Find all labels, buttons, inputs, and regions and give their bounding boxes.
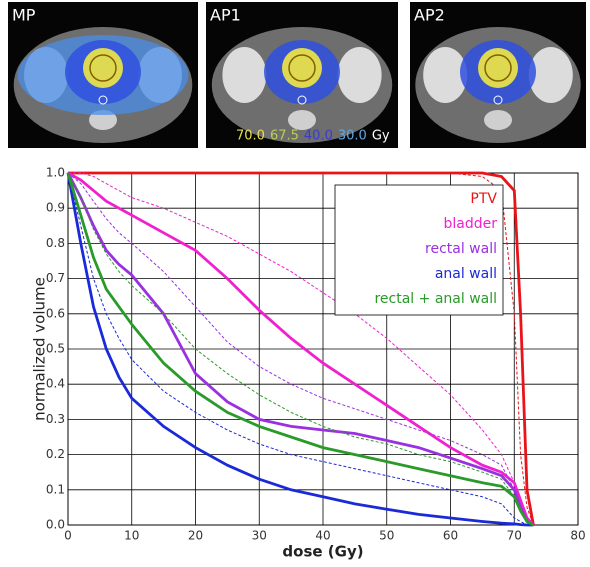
dose-legend-label: 40.0 bbox=[304, 129, 333, 144]
x-axis-title: dose (Gy) bbox=[282, 543, 363, 561]
x-tick-label: 60 bbox=[443, 529, 458, 543]
legend-label: rectal wall bbox=[425, 241, 497, 257]
y-tick-label: 0.4 bbox=[46, 377, 65, 391]
legend: PTV bladder rectal wall anal wall rectal + a… bbox=[335, 185, 503, 315]
y-tick-label: 0.8 bbox=[46, 236, 65, 250]
y-tick-label: 1.0 bbox=[46, 166, 65, 180]
ct-bone bbox=[222, 47, 266, 103]
ct-panel: MP bbox=[8, 2, 198, 148]
ct-panel: AP1 bbox=[206, 2, 398, 148]
legend-label: rectal + anal wall bbox=[374, 291, 497, 307]
x-tick-label: 50 bbox=[379, 529, 394, 543]
x-tick-label: 80 bbox=[570, 529, 585, 543]
x-tick-label: 70 bbox=[507, 529, 522, 543]
legend-label: anal wall bbox=[435, 266, 497, 282]
panel-label: AP2 bbox=[414, 6, 445, 25]
y-tick-label: 0.9 bbox=[46, 201, 65, 215]
ct-bone bbox=[288, 110, 316, 130]
dose-70 bbox=[282, 48, 322, 88]
dose-legend-label: 67.5 bbox=[270, 129, 299, 144]
y-tick-label: 0.6 bbox=[46, 306, 65, 320]
y-tick-label: 0.0 bbox=[46, 518, 65, 532]
legend-label: bladder bbox=[444, 216, 498, 232]
x-tick-label: 0 bbox=[64, 529, 72, 543]
dose-legend-label: 30.0 bbox=[338, 129, 367, 144]
ct-bone bbox=[484, 110, 512, 130]
y-tick-label: 0.2 bbox=[46, 447, 65, 461]
y-tick-label: 0.5 bbox=[46, 342, 65, 356]
ct-bone bbox=[338, 47, 382, 103]
panel-label: AP1 bbox=[210, 6, 241, 25]
dose-legend-label: 70.0 bbox=[236, 129, 265, 144]
y-axis-title: normalized volume bbox=[31, 277, 49, 421]
page: {"panels": ["MP", "AP1", "AP2"], "dose_l… bbox=[0, 0, 590, 563]
x-tick-label: 30 bbox=[252, 529, 267, 543]
x-tick-label: 20 bbox=[188, 529, 203, 543]
legend-label: PTV bbox=[470, 191, 497, 207]
dose-70 bbox=[478, 48, 518, 88]
figure: MP AP1 AP2 70.0 67.5 40.0 30.0 Gy 0.0 0.1 0.2 0.3 0.… bbox=[0, 0, 590, 563]
y-tick-label: 0.1 bbox=[46, 482, 65, 496]
x-tick-label: 10 bbox=[124, 529, 139, 543]
dose-legend-label: Gy bbox=[372, 129, 390, 144]
y-tick-label: 0.7 bbox=[46, 271, 65, 285]
dose-70 bbox=[83, 48, 123, 88]
x-tick-label: 40 bbox=[315, 529, 330, 543]
y-tick-label: 0.3 bbox=[46, 412, 65, 426]
ct-panel: AP2 bbox=[410, 2, 586, 148]
panel-label: MP bbox=[12, 6, 36, 25]
